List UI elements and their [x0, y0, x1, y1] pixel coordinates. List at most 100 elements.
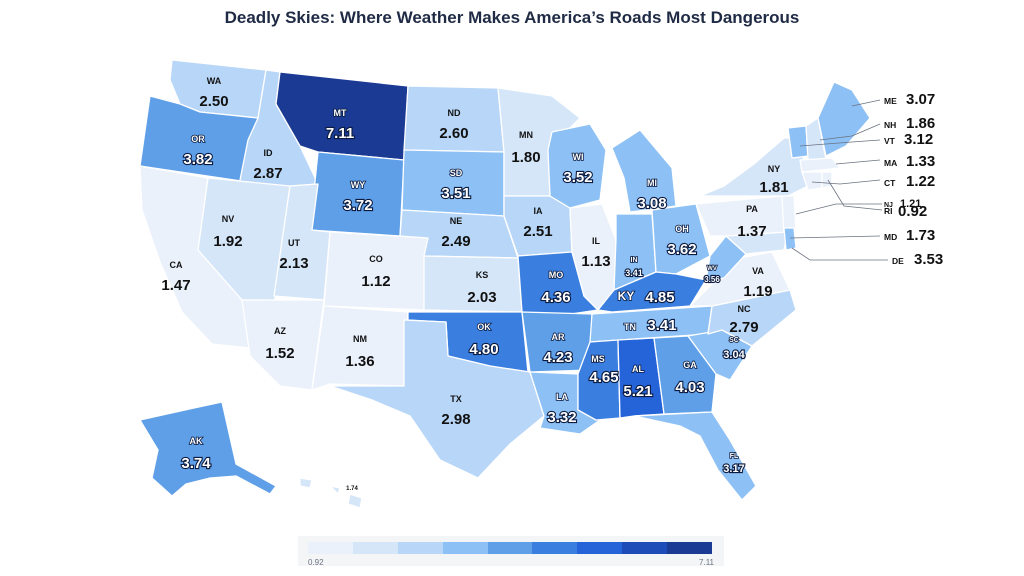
label-ga-value: 4.03 [675, 379, 704, 396]
label-ok-value: 4.80 [469, 341, 498, 358]
label-ms-value: 4.65 [589, 369, 618, 386]
state-co[interactable] [323, 231, 429, 311]
label-ok-abbr: OK [477, 322, 491, 332]
label-wy-value: 3.72 [343, 197, 372, 214]
label-mt-value: 7.11 [326, 125, 354, 142]
callout-nh-abbr: NH [884, 120, 896, 130]
label-tn-value: 3.41 [647, 317, 676, 334]
leader-ri [827, 179, 883, 211]
legend-swatch [667, 542, 713, 554]
label-in-value: 3.41 [625, 268, 643, 278]
legend-swatch [397, 542, 443, 554]
state-fl[interactable] [633, 411, 757, 501]
label-ut-value: 2.13 [279, 255, 308, 272]
label-il-abbr: IL [592, 236, 601, 246]
label-az-value: 1.52 [265, 345, 294, 362]
state-mi[interactable] [611, 129, 677, 213]
label-pa-abbr: PA [746, 204, 758, 214]
label-ca-abbr: CA [170, 260, 183, 270]
label-ar-abbr: AR [552, 332, 565, 342]
state-nm[interactable] [311, 305, 409, 391]
label-nm-value: 1.36 [345, 353, 374, 370]
label-va-abbr: VA [752, 266, 764, 276]
state-ak[interactable] [139, 401, 277, 497]
leader-vt [799, 139, 881, 147]
label-sd-value: 3.51 [441, 185, 470, 202]
state-me[interactable] [817, 81, 871, 157]
label-mn-abbr: MN [519, 130, 533, 140]
leader-ct [811, 179, 881, 185]
callout-de-abbr: DE [892, 256, 904, 266]
callout-ct-value: 1.22 [906, 173, 935, 190]
callout-ri-abbr: RI [884, 206, 893, 216]
label-mo-abbr: MO [549, 270, 564, 280]
label-nm-abbr: NM [353, 334, 367, 344]
label-wa-value: 2.50 [199, 93, 228, 110]
label-ms-abbr: MS [591, 354, 605, 364]
label-or-abbr: OR [191, 134, 205, 144]
label-tx-abbr: TX [450, 394, 462, 404]
label-mi-abbr: MI [647, 178, 657, 188]
state-wy[interactable] [309, 151, 405, 237]
label-ia-value: 2.51 [523, 223, 552, 240]
legend-swatch [308, 542, 353, 554]
callout-vt-value: 3.12 [904, 131, 933, 148]
label-ks-abbr: KS [476, 270, 489, 280]
state-az[interactable] [241, 299, 325, 391]
state-oh[interactable] [651, 203, 711, 275]
callout-ri-value: 0.92 [898, 203, 927, 220]
state-va[interactable] [689, 251, 791, 307]
state-nd[interactable] [403, 85, 505, 153]
state-hi[interactable] [299, 477, 363, 509]
label-ia-abbr: IA [534, 206, 544, 216]
callout-de-value: 3.53 [914, 251, 943, 268]
leader-ma [835, 159, 881, 165]
label-wv-abbr: WV [707, 266, 717, 272]
state-md[interactable] [725, 231, 789, 255]
label-or-value: 3.82 [183, 151, 212, 168]
label-fl-value: 3.17 [723, 463, 744, 475]
label-nd-value: 2.60 [439, 125, 468, 142]
label-wi-value: 3.52 [563, 169, 592, 186]
label-wy-abbr: WY [351, 180, 366, 190]
leader-nh [819, 123, 881, 141]
label-il-value: 1.13 [581, 253, 610, 270]
label-sc-abbr: SC [729, 337, 739, 344]
label-nv-abbr: NV [222, 214, 235, 224]
legend-swatch [487, 542, 533, 554]
label-fl-abbr: FL [730, 453, 739, 460]
state-ri[interactable] [821, 171, 833, 189]
label-nc-value: 2.79 [729, 319, 758, 336]
label-ak-value: 3.74 [181, 455, 211, 472]
callout-nh-value: 1.86 [906, 115, 935, 132]
callout-ma-abbr: MA [884, 158, 897, 168]
label-ar-value: 4.23 [543, 349, 572, 366]
state-wi[interactable] [547, 123, 607, 209]
label-hi-value: 1.74 [346, 486, 358, 492]
state-tx[interactable] [329, 319, 545, 479]
state-vt[interactable] [787, 125, 809, 159]
label-tn-abbr: TN [624, 322, 636, 332]
label-mt-abbr: MT [334, 108, 347, 118]
label-ut-abbr: UT [288, 238, 300, 248]
map-title: Deadly Skies: Where Weather Makes Americ… [224, 8, 800, 27]
legend-swatch [352, 542, 398, 554]
state-de[interactable] [783, 227, 797, 251]
state-ga[interactable] [653, 335, 717, 415]
label-ne-value: 2.49 [441, 233, 470, 250]
label-ca-value: 1.47 [161, 277, 190, 294]
label-id-value: 2.87 [253, 165, 282, 182]
label-in-abbr: IN [631, 257, 638, 264]
label-la-abbr: LA [556, 392, 568, 402]
state-sd[interactable] [401, 149, 505, 217]
label-tx-value: 2.98 [441, 411, 470, 428]
callout-nj-abbr: NJ [884, 202, 893, 209]
callout-vt-abbr: VT [884, 136, 896, 146]
label-al-value: 5.21 [623, 383, 652, 400]
leader-md [789, 235, 881, 239]
state-ky[interactable] [597, 271, 707, 313]
legend-swatch [532, 542, 578, 554]
callout-me-abbr: ME [884, 96, 897, 106]
state-ma[interactable] [799, 157, 841, 173]
